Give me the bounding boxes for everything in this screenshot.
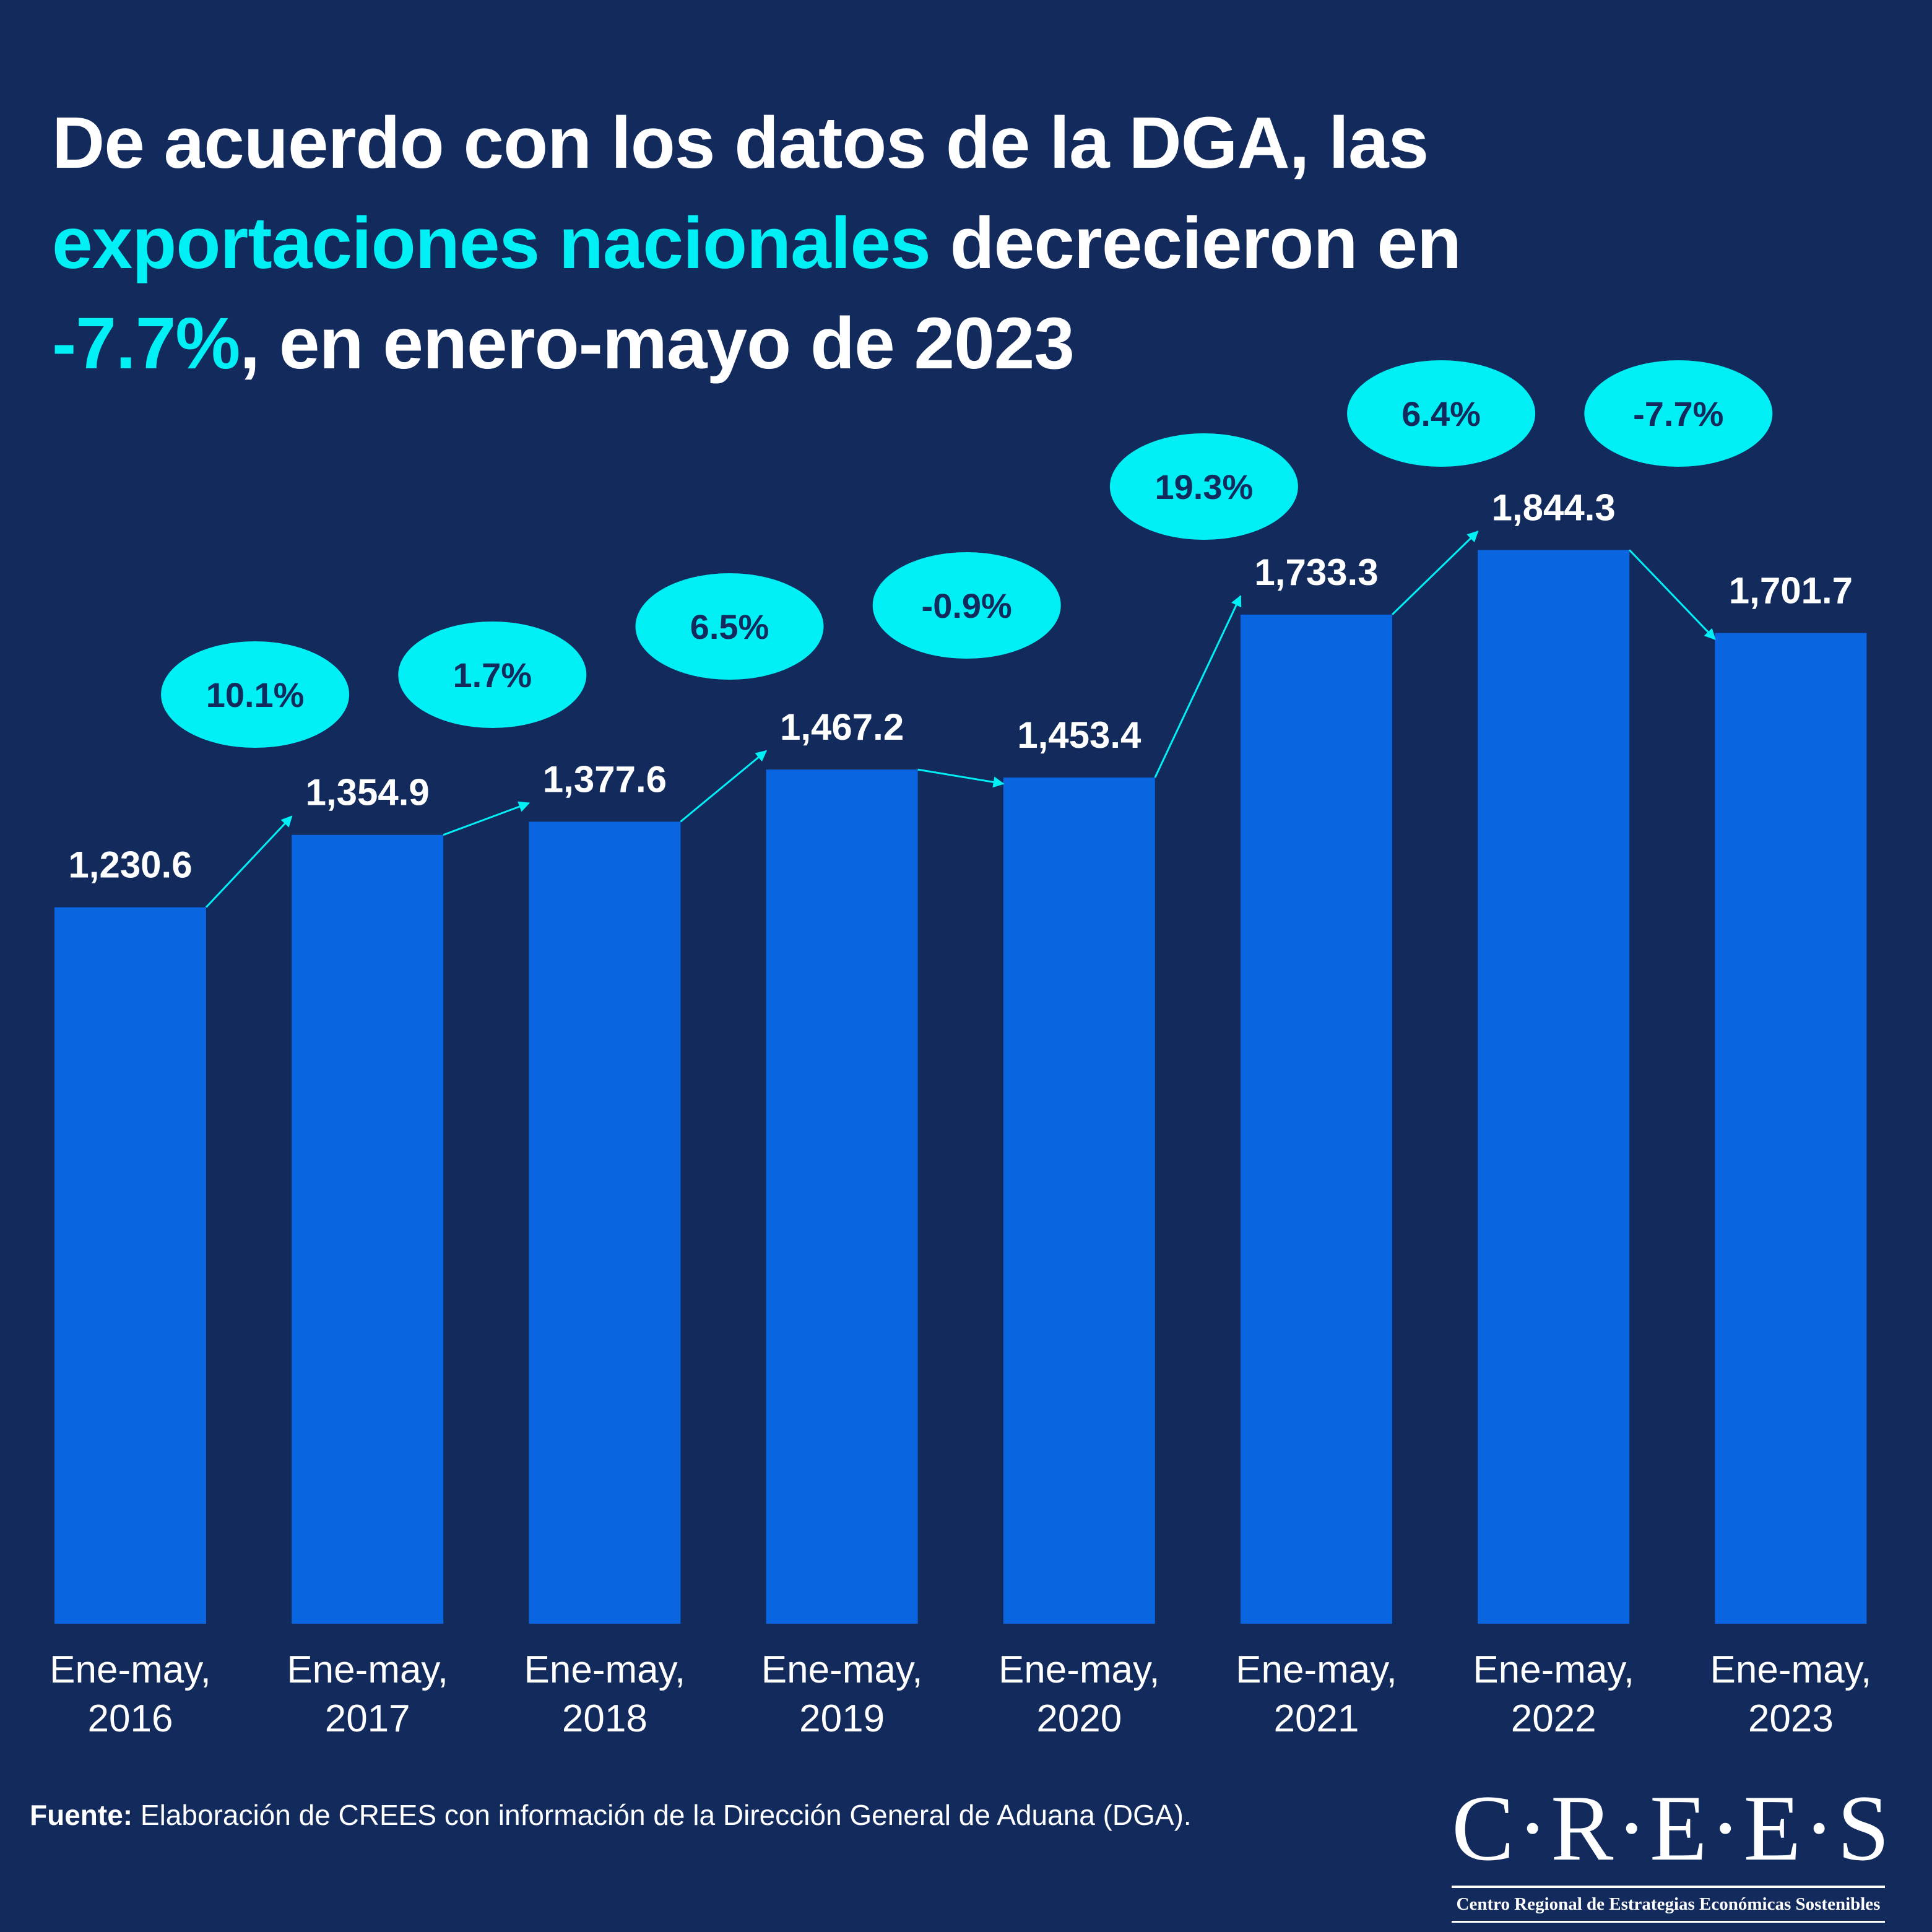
growth-arrow bbox=[917, 768, 1005, 788]
growth-bubble bbox=[635, 573, 824, 680]
x-tick-label: Ene-may, bbox=[524, 1648, 686, 1691]
growth-bubble bbox=[398, 622, 587, 728]
logo-divider-top bbox=[1452, 1886, 1885, 1888]
growth-bubble bbox=[1584, 360, 1773, 467]
x-tick-label-year: 2019 bbox=[799, 1697, 885, 1740]
growth-arrow bbox=[1154, 595, 1242, 778]
x-tick-label: Ene-may, bbox=[1710, 1648, 1872, 1691]
bar-2023 bbox=[1715, 633, 1867, 1624]
bar-2021 bbox=[1241, 614, 1392, 1624]
title-highlight-rate: -7.7% bbox=[52, 303, 240, 384]
x-tick-label-year: 2020 bbox=[1036, 1697, 1122, 1740]
source-label: Fuente: bbox=[30, 1799, 133, 1831]
x-tick-label-year: 2021 bbox=[1274, 1697, 1359, 1740]
x-axis-labels: Ene-may, 2016 Ene-may, 2017 Ene-may, 2018 Ene-… bbox=[50, 1648, 1871, 1740]
growth-arrow bbox=[1391, 531, 1479, 615]
growth-bubble bbox=[161, 641, 350, 748]
growth-arrow bbox=[1629, 549, 1716, 640]
x-tick-label-year: 2017 bbox=[325, 1697, 410, 1740]
x-tick-label: Ene-may, bbox=[761, 1648, 923, 1691]
growth-label: -7.7% bbox=[1633, 394, 1723, 433]
bar-2022 bbox=[1478, 550, 1630, 1624]
bars-layer bbox=[54, 550, 1867, 1624]
value-label: 1,377.6 bbox=[543, 758, 667, 800]
title-line-3-rest: , en enero-mayo de 2023 bbox=[240, 303, 1075, 384]
value-label: 1,230.6 bbox=[68, 844, 192, 886]
growth-label: 1.7% bbox=[453, 656, 532, 695]
x-tick-label-year: 2016 bbox=[88, 1697, 173, 1740]
source-text: Elaboración de CREES con información de … bbox=[132, 1799, 1192, 1831]
x-tick-label: Ene-may, bbox=[998, 1648, 1160, 1691]
logo-wordmark: C·R·E·E·S bbox=[1452, 1776, 1892, 1880]
bar-2017 bbox=[292, 834, 444, 1624]
growth-bubbles-layer: 10.1% 1.7% 6.5% -0.9% 19.3% 6.4% -7.7% bbox=[161, 360, 1773, 748]
bar-2020 bbox=[1003, 778, 1155, 1624]
growth-bubble bbox=[1347, 360, 1536, 467]
title-line-2-rest: decrecieron en bbox=[930, 202, 1462, 284]
growth-bubble bbox=[872, 552, 1061, 659]
x-tick-label-year: 2023 bbox=[1748, 1697, 1834, 1740]
chart-title: De acuerdo con los datos de la DGA, las … bbox=[52, 93, 1723, 394]
bar-2018 bbox=[529, 821, 681, 1624]
value-labels-layer: 1,230.6 1,354.9 1,377.6 1,467.2 1,453.4 1,733… bbox=[68, 487, 1853, 885]
x-tick-label: Ene-may, bbox=[1473, 1648, 1634, 1691]
x-tick-label: Ene-may, bbox=[1236, 1648, 1397, 1691]
growth-arrow bbox=[205, 815, 293, 908]
growth-label: 6.4% bbox=[1401, 394, 1481, 433]
value-label: 1,844.3 bbox=[1492, 487, 1616, 528]
bar-2016 bbox=[54, 907, 206, 1624]
growth-arrow bbox=[443, 801, 531, 836]
x-tick-label-year: 2022 bbox=[1511, 1697, 1596, 1740]
x-tick-label-year: 2018 bbox=[562, 1697, 648, 1740]
growth-label: -0.9% bbox=[922, 586, 1012, 625]
crees-logo: C·R·E·E·S Centro Regional de Estrategias… bbox=[1452, 1776, 1892, 1923]
growth-arrow bbox=[680, 750, 767, 823]
value-label: 1,467.2 bbox=[780, 706, 904, 748]
title-highlight-exports: exportaciones nacionales bbox=[52, 202, 931, 284]
value-label: 1,453.4 bbox=[1017, 714, 1141, 756]
value-label: 1,354.9 bbox=[306, 772, 430, 813]
source-note: Fuente: Elaboración de CREES con informa… bbox=[30, 1798, 1192, 1832]
logo-divider-bottom bbox=[1452, 1921, 1885, 1923]
growth-label: 19.3% bbox=[1155, 467, 1254, 506]
growth-bubble bbox=[1109, 433, 1298, 540]
x-tick-label: Ene-may, bbox=[50, 1648, 211, 1691]
title-line-1: De acuerdo con los datos de la DGA, las bbox=[52, 102, 1429, 184]
growth-label: 10.1% bbox=[206, 675, 305, 714]
bar-2019 bbox=[766, 769, 918, 1624]
value-label: 1,733.3 bbox=[1254, 552, 1378, 593]
logo-subtitle: Centro Regional de Estrategias Económica… bbox=[1456, 1894, 1881, 1914]
x-tick-label: Ene-may, bbox=[287, 1648, 448, 1691]
value-label: 1,701.7 bbox=[1729, 570, 1853, 612]
growth-label: 6.5% bbox=[690, 607, 769, 646]
growth-arrows-layer bbox=[205, 531, 1716, 908]
